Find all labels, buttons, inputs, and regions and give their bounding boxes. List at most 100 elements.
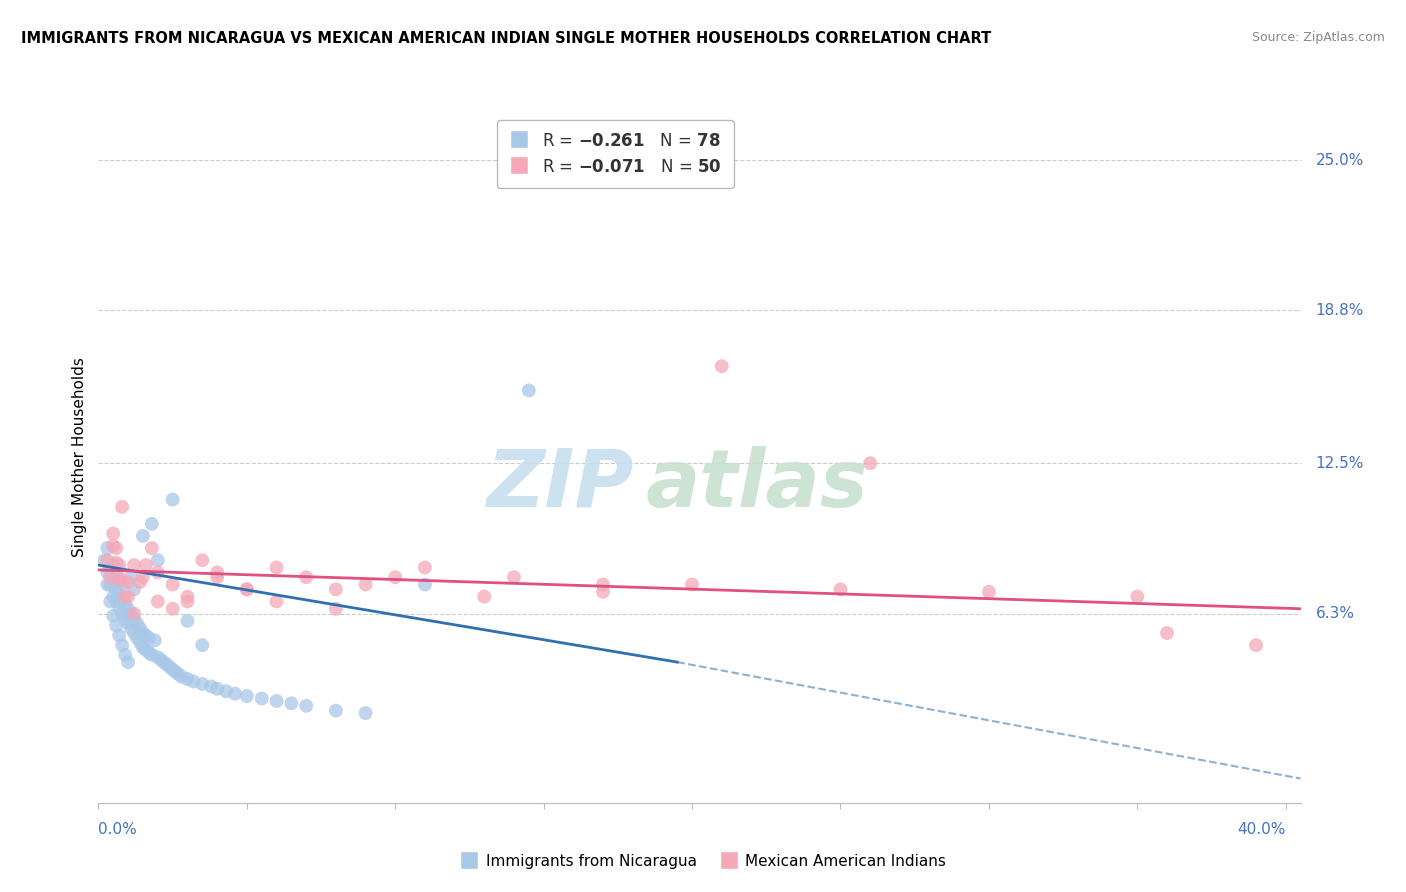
Point [103, 575, 125, 590]
Point [138, 631, 160, 645]
Point [98, 577, 121, 591]
Point [710, 359, 733, 374]
Point [159, 660, 181, 674]
Point [98, 594, 121, 608]
Point [129, 575, 152, 590]
Point [146, 594, 169, 608]
Point [122, 558, 145, 573]
Point [132, 626, 155, 640]
Point [98, 570, 121, 584]
Point [167, 667, 190, 681]
Point [103, 590, 125, 604]
Point [295, 570, 318, 584]
Point [236, 582, 259, 597]
Point [122, 626, 145, 640]
Point [191, 677, 214, 691]
Legend: R = $\bf{-0.261}$   N = $\bf{78}$, R = $\bf{-0.071}$   N = $\bf{50}$: R = $\bf{-0.261}$ N = $\bf{78}$, R = $\b… [498, 120, 734, 188]
Point [143, 633, 166, 648]
Point [111, 607, 134, 621]
Point [859, 456, 882, 470]
Point [152, 655, 174, 669]
Point [111, 592, 134, 607]
Point [681, 577, 703, 591]
Point [141, 516, 163, 531]
Point [236, 689, 259, 703]
Point [103, 558, 125, 573]
Point [108, 628, 131, 642]
Point [138, 645, 160, 659]
Text: 6.3%: 6.3% [1316, 606, 1354, 621]
Text: 25.0%: 25.0% [1316, 153, 1364, 168]
Point [236, 582, 259, 597]
Point [517, 384, 540, 398]
Point [93, 553, 115, 567]
Point [176, 594, 198, 608]
Point [122, 607, 145, 621]
Point [156, 657, 179, 672]
Y-axis label: Single Mother Households: Single Mother Households [72, 357, 87, 558]
Point [1156, 626, 1178, 640]
Point [120, 607, 142, 621]
Text: 18.8%: 18.8% [1316, 303, 1364, 318]
Point [105, 594, 128, 608]
Point [103, 526, 125, 541]
Text: Source: ZipAtlas.com: Source: ZipAtlas.com [1251, 31, 1385, 45]
Point [122, 611, 145, 625]
Point [205, 566, 228, 580]
Point [325, 582, 347, 597]
Point [141, 541, 163, 555]
Point [592, 584, 614, 599]
Point [105, 541, 128, 555]
Point [162, 601, 184, 615]
Text: IMMIGRANTS FROM NICARAGUA VS MEXICAN AMERICAN INDIAN SINGLE MOTHER HOUSEHOLDS CO: IMMIGRANTS FROM NICARAGUA VS MEXICAN AME… [21, 31, 991, 46]
Point [129, 636, 152, 650]
Point [250, 691, 273, 706]
Point [108, 573, 131, 587]
Point [413, 577, 436, 591]
Point [114, 597, 136, 611]
Point [224, 687, 246, 701]
Point [111, 577, 134, 591]
Legend: Immigrants from Nicaragua, Mexican American Indians: Immigrants from Nicaragua, Mexican Ameri… [454, 847, 952, 875]
Point [108, 587, 131, 601]
Point [117, 575, 139, 590]
Point [191, 638, 214, 652]
Point [146, 650, 169, 665]
Point [135, 643, 157, 657]
Point [266, 594, 288, 608]
Point [266, 560, 288, 574]
Point [98, 560, 121, 574]
Point [146, 553, 169, 567]
Point [114, 648, 136, 662]
Point [120, 621, 142, 635]
Point [170, 670, 193, 684]
Point [162, 577, 184, 591]
Point [125, 616, 148, 631]
Point [592, 577, 614, 591]
Point [977, 584, 1000, 599]
Point [111, 638, 134, 652]
Point [830, 582, 852, 597]
Point [96, 541, 118, 555]
Point [325, 601, 347, 615]
Point [120, 570, 142, 584]
Point [472, 590, 495, 604]
Point [117, 601, 139, 615]
Point [266, 694, 288, 708]
Point [129, 621, 152, 635]
Point [135, 628, 157, 642]
Point [105, 618, 128, 632]
Point [354, 706, 377, 720]
Point [108, 558, 131, 573]
Point [141, 648, 163, 662]
Point [105, 567, 128, 582]
Point [132, 529, 155, 543]
Point [117, 655, 139, 669]
Point [96, 577, 118, 591]
Point [96, 566, 118, 580]
Point [135, 558, 157, 573]
Point [103, 539, 125, 553]
Point [132, 570, 155, 584]
Point [176, 614, 198, 628]
Point [146, 566, 169, 580]
